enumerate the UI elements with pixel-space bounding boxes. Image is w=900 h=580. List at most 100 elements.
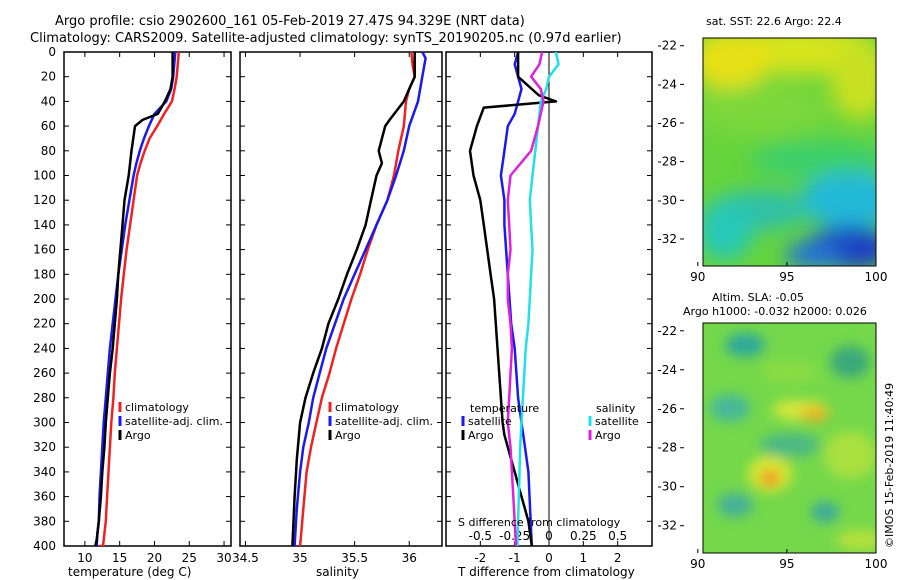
legend-label-climatology: climatology — [335, 401, 399, 414]
map-y-tick-label: -22 — [657, 324, 677, 338]
legend-label-climatology: climatology — [125, 401, 189, 414]
s-diff-tick-label: -0.5 — [469, 529, 492, 543]
depth-tick-label: 80 — [41, 144, 56, 158]
depth-tick-label: 60 — [41, 119, 56, 133]
map-x-tick-label: 95 — [779, 557, 794, 571]
x-tick-label: -2 — [474, 551, 486, 565]
depth-tick-label: 160 — [33, 243, 56, 257]
depth-tick-label: 20 — [41, 70, 56, 84]
map-y-tick-label: -22 — [657, 39, 677, 53]
temperature-x-axis: 10 15 20 25 30 — [77, 52, 232, 565]
difference-legend: temperature satellite Argo salinity sate… — [461, 402, 639, 442]
credit-text: ©IMOS 15-Feb-2019 11:40:49 — [883, 382, 896, 548]
temperature-lines — [94, 52, 181, 546]
x-tick-label: 15 — [112, 551, 127, 565]
sst-field — [703, 38, 876, 266]
x-tick-label: 1 — [580, 551, 588, 565]
x-tick-label: 36 — [402, 551, 417, 565]
depth-tick-label: 220 — [33, 317, 56, 331]
depth-tick-label: 300 — [33, 416, 56, 430]
salinity-legend: climatology satellite-adj. clim. Argo — [328, 401, 433, 442]
map-y-tick-label: -26 — [657, 116, 677, 130]
map-x-tick-label: 100 — [865, 270, 888, 284]
s-diff-tick-label: 0 — [545, 529, 553, 543]
x-tick-label: 35.5 — [341, 551, 368, 565]
s-diff-tick-label: 0.5 — [608, 529, 627, 543]
salinity-xlabel: salinity — [316, 565, 359, 579]
figure-title: Argo profile: csio 2902600_161 05-Feb-20… — [55, 14, 525, 29]
x-tick-label: 35 — [292, 551, 307, 565]
x-tick-label: 2 — [614, 551, 622, 565]
depth-tick-label: 320 — [33, 440, 56, 454]
series-line-climatology — [98, 52, 181, 546]
figure-subtitle: Climatology: CARS2009. Satellite-adjuste… — [30, 31, 622, 46]
sla-map-title: Altim. SLA: -0.05 — [712, 291, 804, 304]
map-y-tick-label: -30 — [657, 193, 677, 207]
map-x-tick-label: 90 — [690, 557, 705, 571]
depth-tick-label: 120 — [33, 193, 56, 207]
series-line-satellite-adj-clim- — [293, 52, 427, 546]
legend-title-salinity: salinity — [596, 402, 636, 415]
x-tick-label: 25 — [182, 551, 197, 565]
series-line-t-argo — [468, 52, 558, 546]
s-diff-tick-label: 0.25 — [570, 529, 597, 543]
x-tick-label: 20 — [147, 551, 162, 565]
legend-label-s-satellite: satellite — [595, 415, 639, 428]
series-line-climatology — [298, 52, 416, 546]
difference-lines — [468, 52, 560, 546]
map-y-tick-label: -32 — [657, 519, 677, 533]
x-tick-label: 10 — [77, 551, 92, 565]
salinity-lines — [291, 52, 427, 546]
map-y-tick-label: -28 — [657, 441, 677, 455]
depth-tick-label: 380 — [33, 514, 56, 528]
salinity-panel: 34.5 35 35.5 36 salinity climatology satell… — [232, 51, 443, 579]
legend-label-argo: Argo — [335, 429, 361, 442]
sla-map: Altim. SLA: -0.05 Argo h1000: -0.032 h20… — [657, 291, 887, 571]
temperature-panel: 0204060801001201401601802002202402602803… — [33, 45, 652, 579]
legend-label-s-argo: Argo — [595, 429, 621, 442]
temperature-axes-frame — [63, 51, 232, 547]
depth-tick-label: 340 — [33, 465, 56, 479]
sla-field — [703, 323, 876, 553]
sst-map-axes: 90 95 100 -22 -24 -26 -28 -30 -32 — [657, 39, 887, 284]
depth-tick-label: 260 — [33, 366, 56, 380]
map-y-tick-label: -30 — [657, 480, 677, 494]
depth-tick-label: 200 — [33, 292, 56, 306]
sst-map-frame — [702, 37, 877, 267]
x-tick-label: 30 — [216, 551, 231, 565]
difference-top-xlabel: S difference from climatology — [458, 516, 621, 529]
depth-axis: 0 20 40 60 80 100 120 140 160 180 200 220 240 260 280 3… — [33, 45, 652, 553]
depth-tick-label: 40 — [41, 94, 56, 108]
legend-label-satellite-adj: satellite-adj. clim. — [335, 415, 433, 428]
map-y-tick-label: -24 — [657, 77, 677, 91]
x-tick-label: -1 — [509, 551, 521, 565]
map-y-tick-label: -32 — [657, 232, 677, 246]
sla-map-subtitle: Argo h1000: -0.032 h2000: 0.026 — [683, 305, 867, 318]
salinity-x-axis: 34.5 35 35.5 36 — [232, 52, 417, 565]
sst-map-title: sat. SST: 22.6 Argo: 22.4 — [706, 15, 842, 28]
sst-map: sat. SST: 22.6 Argo: 22.4 90 95 100 -22 -24 -… — [657, 15, 887, 284]
salinity-axes-frame — [239, 51, 443, 547]
legend-label-t-satellite: satellite — [468, 415, 512, 428]
series-line-s-argo — [506, 52, 545, 546]
map-x-tick-label: 100 — [865, 557, 888, 571]
depth-tick-label: 240 — [33, 341, 56, 355]
legend-label-argo: Argo — [125, 429, 151, 442]
depth-tick-label: 400 — [33, 539, 56, 553]
depth-tick-label: 0 — [48, 45, 56, 59]
map-x-tick-label: 90 — [690, 270, 705, 284]
depth-tick-label: 280 — [33, 391, 56, 405]
x-tick-label: 0 — [545, 551, 553, 565]
series-line-s-satellite — [516, 52, 560, 546]
depth-tick-label: 360 — [33, 490, 56, 504]
map-y-tick-label: -26 — [657, 402, 677, 416]
difference-x-axis: -2 -1 0 1 2-0.5 -0.25 0 0.25 0.5 — [469, 52, 627, 565]
series-line-argo — [291, 52, 416, 546]
series-line-t-satellite — [499, 52, 534, 546]
sla-map-axes: 90 95 100 -22 -24 -26 -28 -30 -32 — [657, 324, 887, 571]
temperature-xlabel: temperature (deg C) — [68, 565, 191, 579]
depth-tick-label: 180 — [33, 267, 56, 281]
difference-xlabel: T difference from climatology — [457, 565, 635, 579]
legend-title-temperature: temperature — [470, 402, 539, 415]
map-y-tick-label: -28 — [657, 155, 677, 169]
